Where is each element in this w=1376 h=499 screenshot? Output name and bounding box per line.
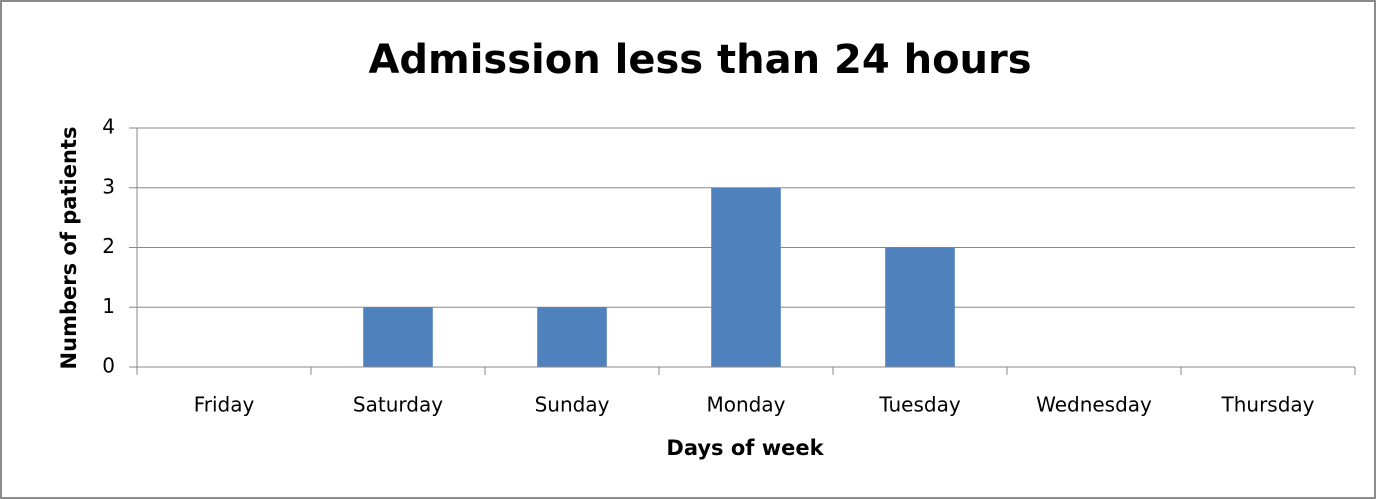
y-tick-label: 0 [102, 354, 115, 378]
bar [363, 307, 433, 367]
y-tick-label: 2 [102, 234, 115, 258]
y-tick-label: 4 [102, 115, 115, 139]
chart-title: Admission less than 24 hours [368, 37, 1031, 83]
x-tick-label: Thursday [1221, 393, 1315, 417]
bar [711, 187, 781, 367]
x-tick-label: Wednesday [1036, 393, 1152, 417]
y-tick-label: 3 [102, 174, 115, 198]
x-tick-label: Saturday [353, 393, 443, 417]
x-tick-label: Monday [707, 393, 786, 417]
bar [537, 307, 607, 367]
x-tick-label: Friday [194, 393, 255, 417]
x-axis-label: Days of week [666, 436, 824, 460]
y-tick-label: 1 [102, 294, 115, 318]
x-tick-label: Tuesday [878, 393, 961, 417]
y-axis-label: Numbers of patients [57, 127, 81, 370]
bar [885, 247, 955, 367]
x-tick-label: Sunday [535, 393, 610, 417]
